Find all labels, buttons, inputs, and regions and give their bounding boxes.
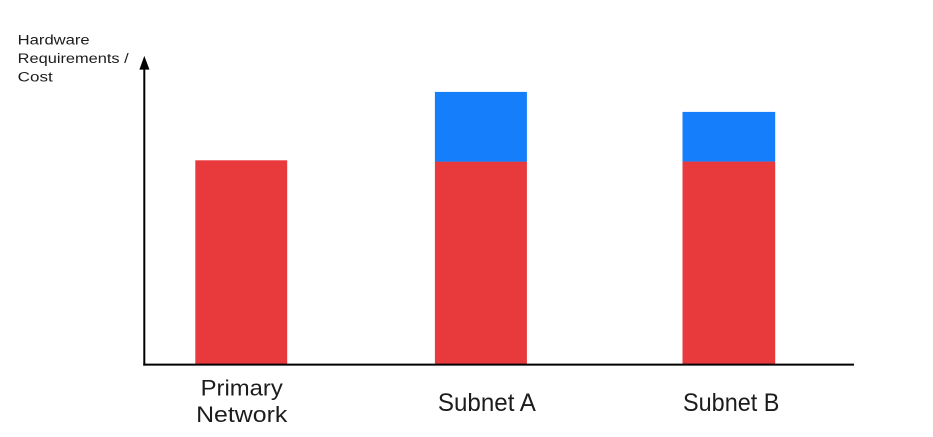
svg-text:Hardware: Hardware bbox=[18, 32, 90, 47]
svg-text:Network: Network bbox=[196, 402, 288, 427]
svg-text:Cost: Cost bbox=[18, 69, 53, 84]
svg-text:Subnet B: Subnet B bbox=[683, 389, 779, 417]
svg-text:Primary: Primary bbox=[201, 376, 284, 401]
svg-text:Subnet A: Subnet A bbox=[438, 389, 536, 417]
svg-text:Requirements /: Requirements / bbox=[18, 51, 129, 66]
